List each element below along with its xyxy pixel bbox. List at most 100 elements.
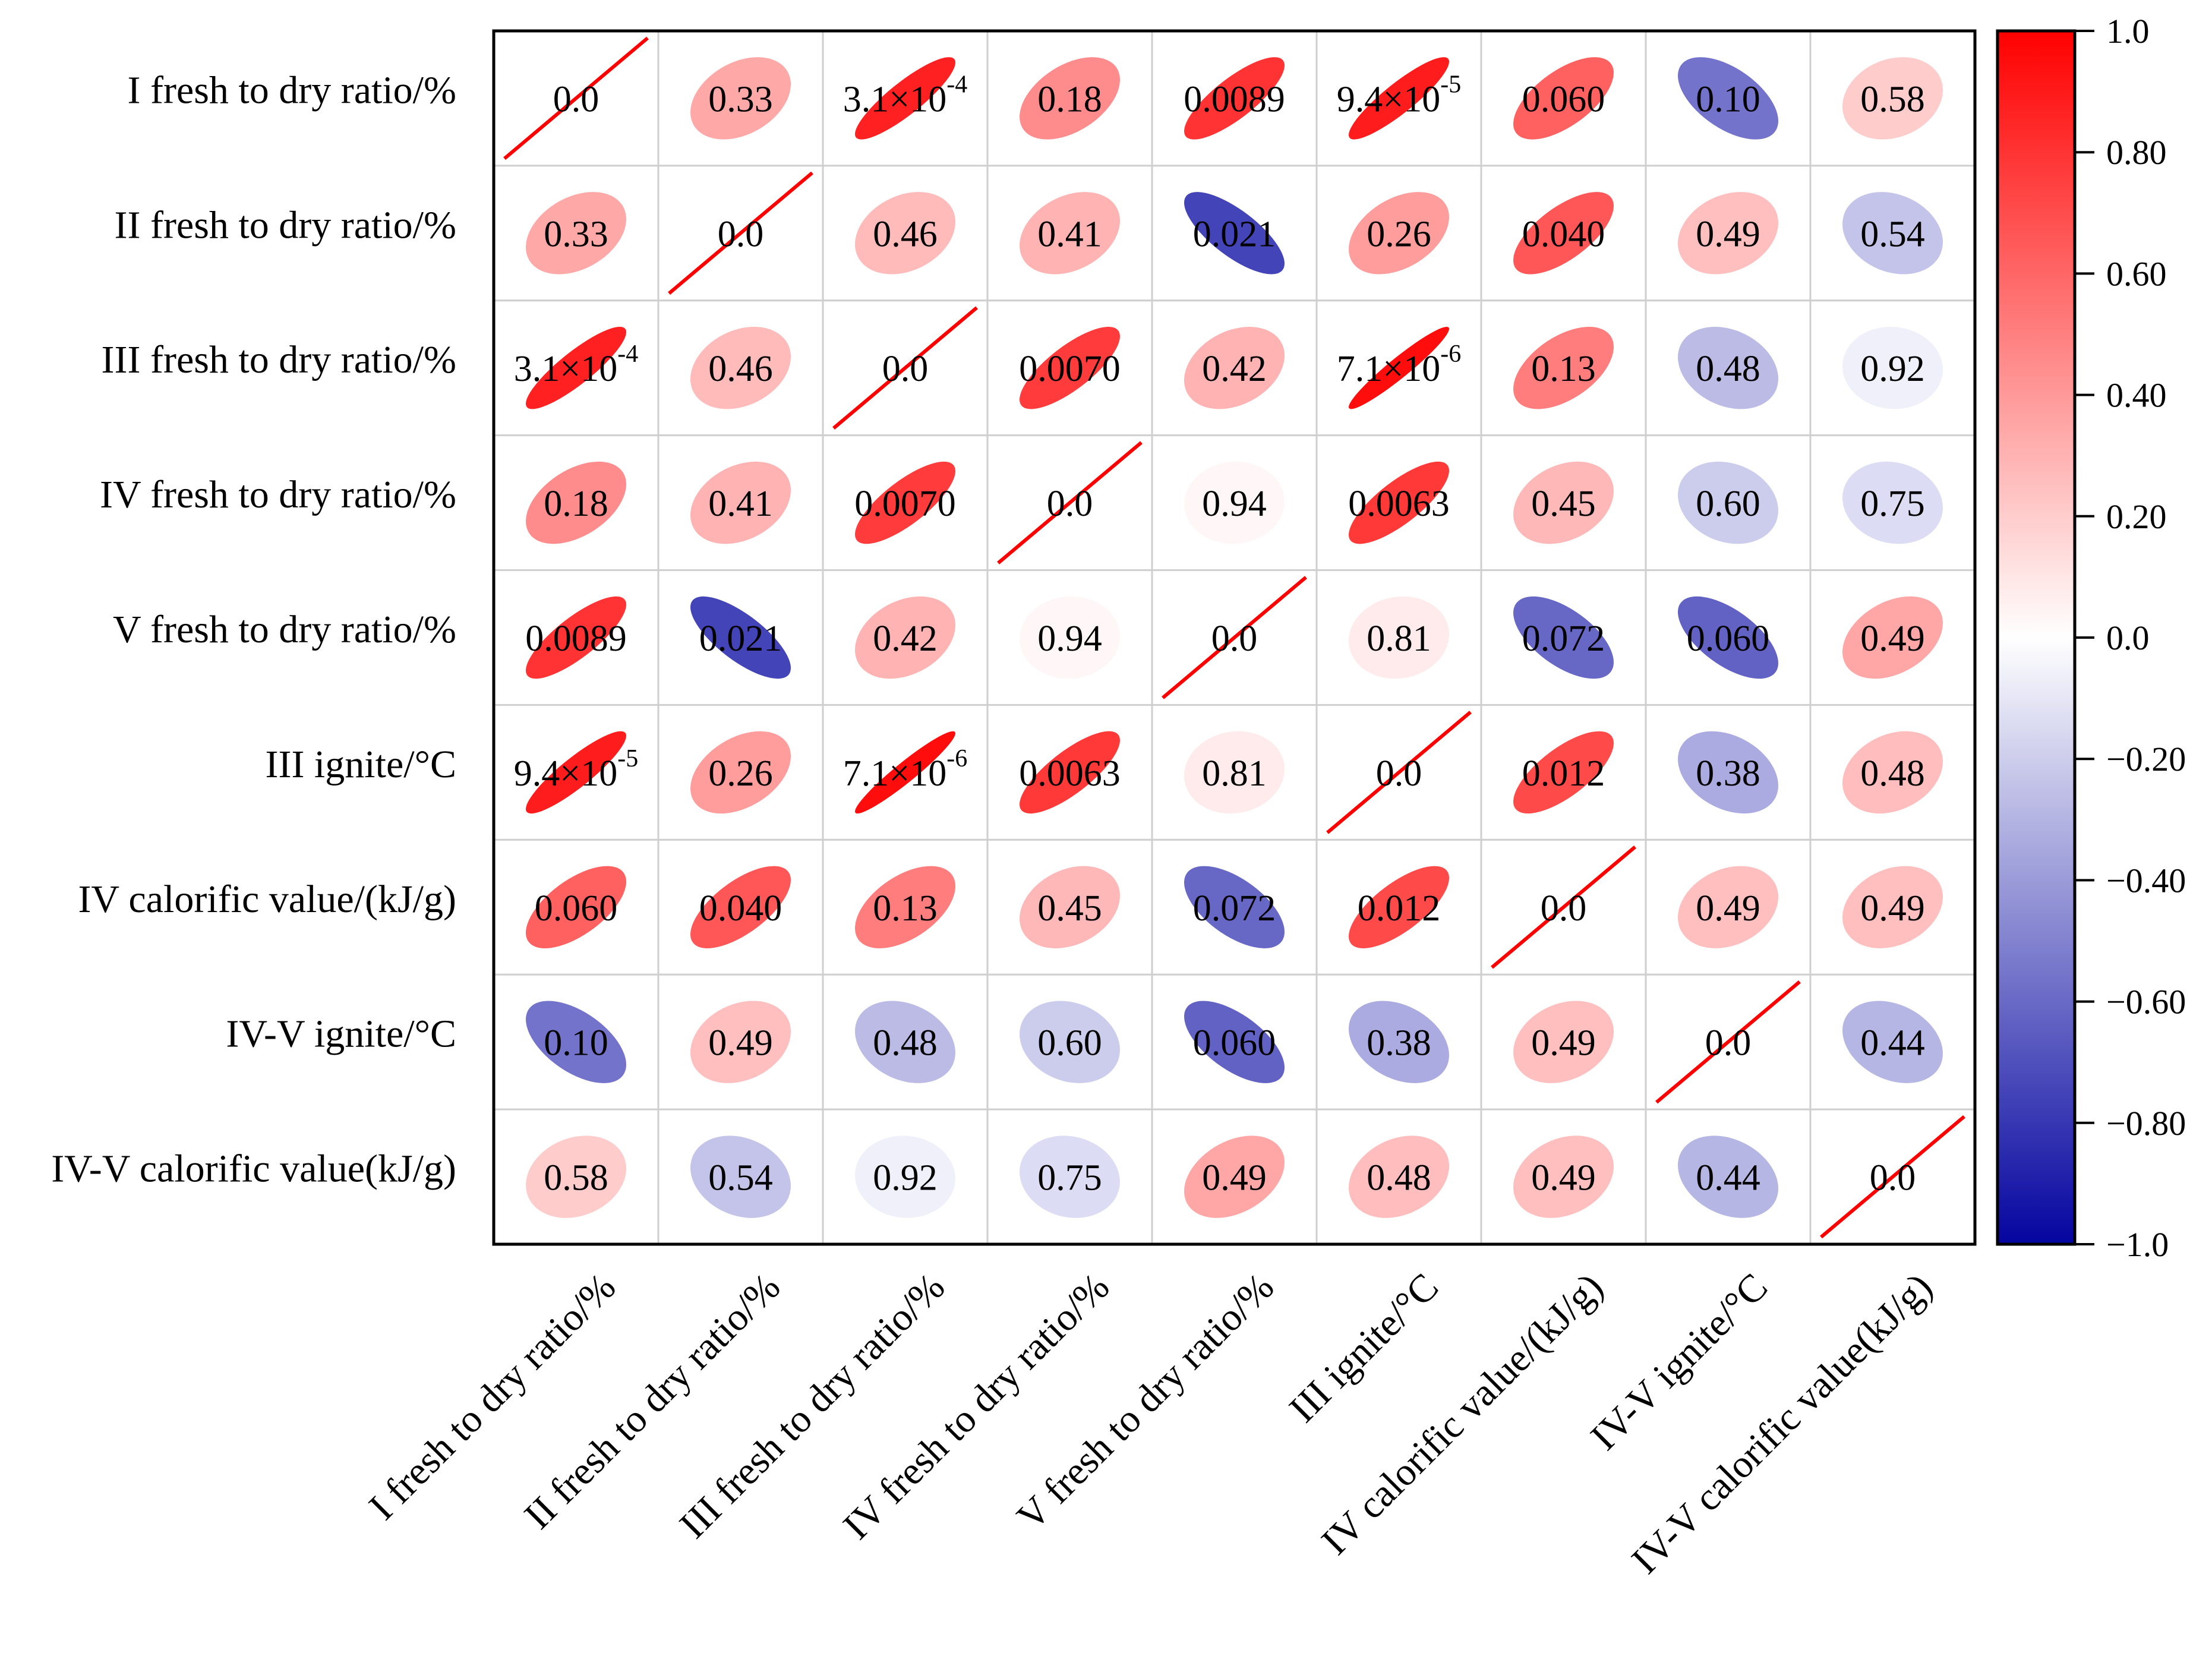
matrix-cell: 0.49 <box>1480 973 1647 1111</box>
row-label: III fresh to dry ratio/% <box>102 338 456 381</box>
matrix-cell: 0.92 <box>822 1108 989 1245</box>
matrix-cell: 0.0 <box>1645 973 1812 1111</box>
matrix-cell: 0.0 <box>822 299 989 437</box>
p-value-label: 0.58 <box>544 1158 608 1198</box>
matrix-cell: 0.0 <box>493 30 660 167</box>
p-value-label: 0.0 <box>553 79 599 119</box>
p-value-label: 0.75 <box>1860 484 1925 524</box>
correlation-ellipse <box>690 1135 791 1218</box>
p-value-label: 0.021 <box>1193 214 1276 254</box>
matrix-cell: 0.021 <box>1151 165 1318 302</box>
matrix-cell: 7.1×10-6 <box>1315 299 1482 437</box>
p-value-label: 0.040 <box>1522 214 1605 254</box>
matrix-cell: 0.0070 <box>986 299 1153 437</box>
matrix-cell: 0.48 <box>1809 704 1976 841</box>
p-value-label: 0.0 <box>1705 1023 1752 1064</box>
matrix-cell: 0.13 <box>822 838 989 976</box>
correlation-ellipse <box>1020 596 1120 679</box>
p-value-label: 0.81 <box>1202 753 1267 794</box>
p-value-label: 0.92 <box>1860 349 1925 389</box>
matrix-cell: 0.072 <box>1480 569 1647 706</box>
correlation-ellipse <box>526 596 626 679</box>
matrix-cell: 0.44 <box>1645 1108 1812 1245</box>
correlation-ellipse <box>1184 1135 1285 1218</box>
row-label: IV-V calorific value(kJ/g) <box>51 1147 456 1191</box>
matrix-cell: 0.0063 <box>986 704 1153 841</box>
p-value-label: 0.021 <box>699 619 782 659</box>
correlation-ellipse <box>526 461 626 544</box>
matrix-cell: 0.48 <box>1645 299 1812 437</box>
matrix-cell: 0.58 <box>493 1108 660 1245</box>
matrix-cell: 9.4×10-5 <box>1315 30 1482 167</box>
row-label: IV calorific value/(kJ/g) <box>78 878 456 921</box>
matrix-cell: 0.48 <box>822 973 989 1111</box>
correlation-ellipse <box>1184 57 1285 140</box>
matrix-cell: 0.94 <box>986 569 1153 706</box>
matrix-cell: 0.0089 <box>493 569 660 706</box>
p-value-label: 0.42 <box>1202 349 1267 389</box>
row-label: II fresh to dry ratio/% <box>115 203 456 247</box>
matrix-cell: 3.1×10-4 <box>822 30 989 167</box>
matrix-cell: 0.38 <box>1315 973 1482 1111</box>
matrix-cell: 0.012 <box>1480 704 1647 841</box>
p-value-label: 0.49 <box>1531 1158 1596 1198</box>
matrix-cell: 0.072 <box>1151 838 1318 976</box>
diagonal-line <box>997 441 1143 564</box>
p-value-label: 0.0 <box>882 349 929 389</box>
matrix-cell: 0.49 <box>1809 569 1976 706</box>
correlation-ellipse <box>1513 1001 1614 1083</box>
correlation-ellipse <box>1349 461 1449 544</box>
matrix-cell: 0.54 <box>1809 165 1976 302</box>
p-value-label: 0.81 <box>1367 619 1431 659</box>
p-value-label: 7.1×10-6 <box>843 745 967 794</box>
correlation-ellipse <box>1678 461 1778 544</box>
correlation-ellipse <box>1349 596 1449 679</box>
correlation-ellipse <box>1020 1001 1120 1083</box>
correlation-ellipse <box>1020 192 1120 275</box>
correlation-ellipse <box>1678 866 1778 948</box>
correlation-ellipse <box>1184 731 1285 814</box>
matrix-cells: 0.0 0.33 3.1×10-4 0.18 0.0089 9.4×10-5 0.060 0.… <box>493 30 1976 1245</box>
matrix-cell: 0.10 <box>1645 30 1812 167</box>
matrix-cell: 0.81 <box>1315 569 1482 706</box>
p-value-label: 0.18 <box>1037 79 1102 119</box>
correlation-ellipse <box>690 866 791 948</box>
correlation-ellipse <box>1184 866 1285 948</box>
matrix-cell: 0.060 <box>1645 569 1812 706</box>
p-value-label: 0.49 <box>1860 888 1925 929</box>
correlation-ellipse <box>1678 1135 1778 1218</box>
p-value-label: 0.0070 <box>1019 349 1121 389</box>
p-value-label: 0.54 <box>708 1158 773 1198</box>
p-value-label: 0.012 <box>1522 753 1605 794</box>
correlation-ellipse <box>1513 731 1614 814</box>
matrix-cell: 0.58 <box>1809 30 1976 167</box>
colorbar-tick-label: 0.20 <box>2106 497 2167 536</box>
correlation-ellipse <box>855 192 955 275</box>
correlation-ellipse <box>690 327 791 409</box>
p-value-label: 0.48 <box>1367 1158 1431 1198</box>
row-label: III ignite/°C <box>266 743 457 786</box>
p-value-label: 0.94 <box>1202 484 1267 524</box>
matrix-cell: 0.33 <box>493 165 660 302</box>
matrix-cell: 0.26 <box>1315 165 1482 302</box>
p-value-label: 0.18 <box>544 484 608 524</box>
matrix-cell: 0.49 <box>657 973 824 1111</box>
correlation-ellipse <box>1349 327 1449 409</box>
correlation-ellipse <box>855 731 955 814</box>
row-label: IV-V ignite/°C <box>226 1012 456 1056</box>
correlation-ellipse <box>1678 731 1778 814</box>
p-value-label: 0.44 <box>1696 1158 1760 1198</box>
p-value-label: 0.0 <box>718 214 764 254</box>
matrix-cell: 0.42 <box>822 569 989 706</box>
correlation-ellipse <box>526 192 626 275</box>
colorbar-tick-label: −0.80 <box>2106 1104 2186 1143</box>
p-value-label: 0.0063 <box>1019 753 1121 794</box>
p-value-label: 0.33 <box>708 79 773 119</box>
diagonal-line <box>1491 846 1636 969</box>
p-value-label: 0.13 <box>873 888 938 929</box>
p-value-label: 7.1×10-6 <box>1337 340 1461 389</box>
matrix-cell: 0.48 <box>1315 1108 1482 1245</box>
row-label: IV fresh to dry ratio/% <box>100 473 456 516</box>
matrix-cell: 0.0 <box>1151 569 1318 706</box>
